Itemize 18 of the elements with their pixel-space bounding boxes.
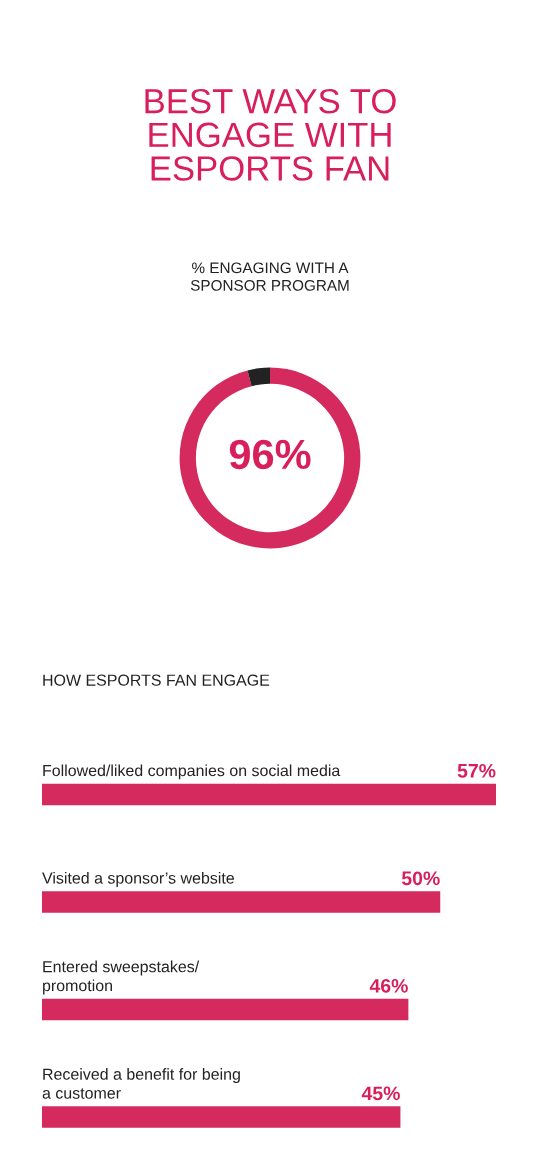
bar — [42, 891, 441, 913]
y-tick-label: Visited a sponsor’s website — [42, 871, 234, 887]
chart-subtitle: % ENGAGING WITH A SPONSOR PROGRAM — [190, 262, 349, 291]
data-label: 57% — [457, 763, 496, 778]
data-label: 45% — [361, 1086, 400, 1101]
data-label: 46% — [369, 978, 408, 993]
donut-slice — [247, 367, 270, 387]
y-tick-label: Entered sweepstakes/ promotion — [43, 960, 200, 995]
donut-slice — [179, 367, 361, 549]
chart-title: BEST WAYS TO ENGAGE WITH ESPORTS FAN — [145, 88, 396, 181]
y-tick-label: Followed/liked companies on social media — [43, 764, 341, 780]
bar — [42, 1106, 401, 1128]
bar — [42, 998, 409, 1021]
data-label: 96% — [229, 439, 311, 470]
data-label: 50% — [401, 871, 440, 886]
y-tick-label: Received a benefit for being a customer — [42, 1068, 240, 1099]
bar — [42, 783, 496, 806]
chart-title: HOW ESPORTS FAN ENGAGE — [43, 674, 270, 686]
